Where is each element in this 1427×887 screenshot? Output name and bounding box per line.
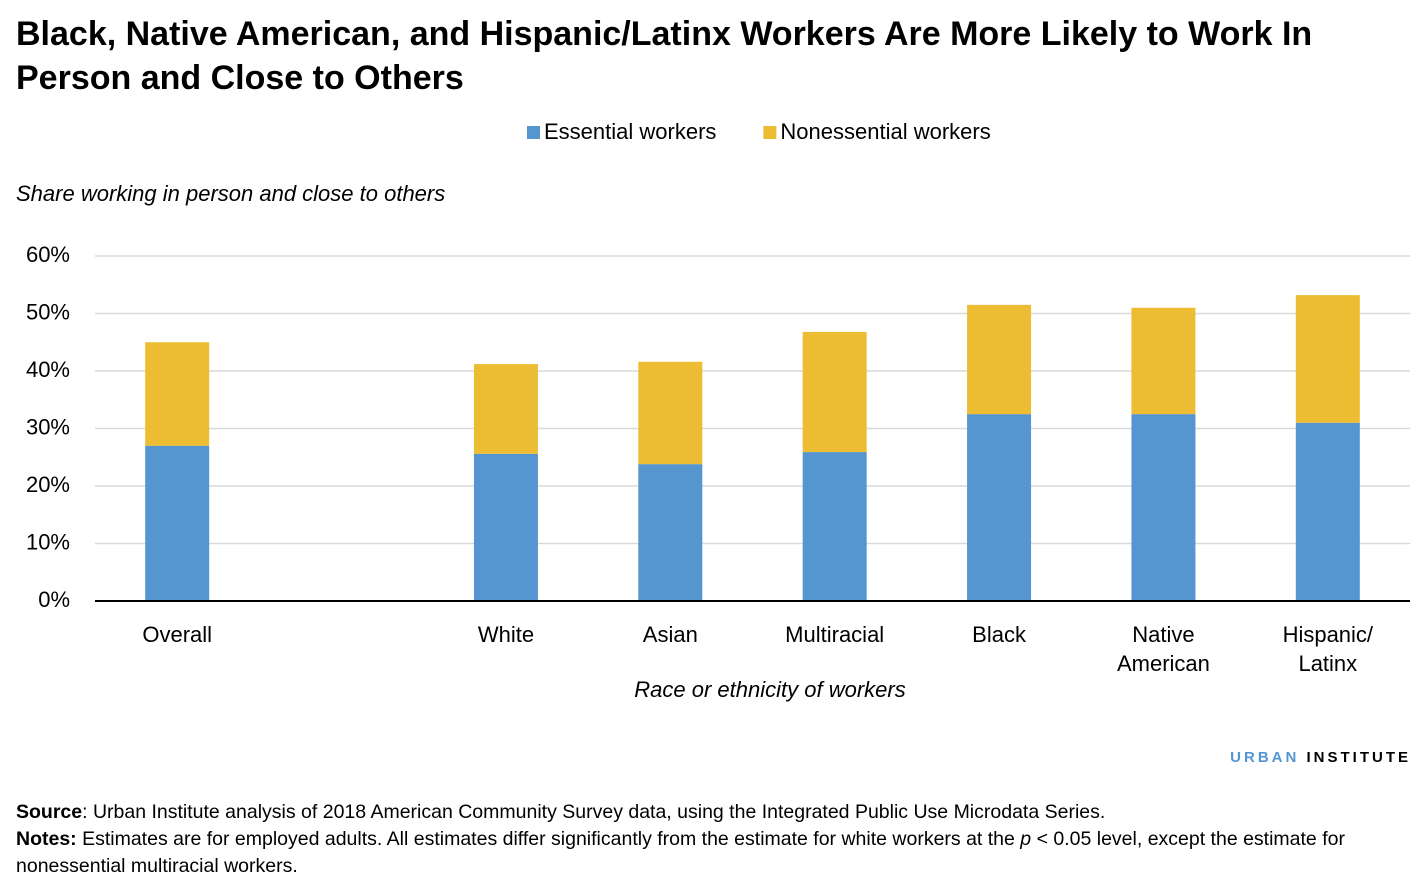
source: Source: Urban Institute analysis of 2018… xyxy=(16,799,1416,826)
notes-label: Notes: xyxy=(16,828,77,850)
notes: Notes: Estimates are for employed adults… xyxy=(16,826,1416,880)
logo-part: INSTITUTE xyxy=(1306,749,1411,766)
x-tick-label: Hispanic/ Latinx xyxy=(1282,622,1374,676)
y-axis-title: Share working in person and close to oth… xyxy=(16,181,445,206)
x-tick-label: Overall xyxy=(142,622,213,647)
legend-label: Essential workers xyxy=(544,119,716,144)
chart-title: Black, Native American, and Hispanic/Lat… xyxy=(16,15,1313,97)
legend-swatch xyxy=(527,126,540,139)
x-tick-label: Black xyxy=(972,622,1026,647)
legend-label: Nonessential workers xyxy=(780,119,990,144)
y-tick-label: 20% xyxy=(26,472,70,497)
y-tick-label: 30% xyxy=(26,414,70,439)
y-tick-label: 0% xyxy=(38,587,70,612)
bar-segment xyxy=(967,304,1032,415)
bar-segment xyxy=(145,445,210,601)
bar-segment xyxy=(473,453,538,601)
bar-segment xyxy=(638,464,703,601)
y-tick-label: 60% xyxy=(26,242,70,267)
bar-segment xyxy=(802,331,867,453)
logo-part: URBAN xyxy=(1230,749,1300,766)
bar-segment xyxy=(638,361,703,465)
x-tick-label: Native American xyxy=(1116,622,1210,676)
notes-text: Estimates are for employed adults. All e… xyxy=(76,828,1021,850)
bar-segment xyxy=(1295,422,1360,601)
bar-segment xyxy=(473,364,538,454)
logo: URBAN INSTITUTE xyxy=(1230,749,1411,766)
bar-segment xyxy=(967,414,1032,601)
notes-text: < 0.05 level, except the estimate for no… xyxy=(16,828,1345,877)
x-axis-title: Race or ethnicity of workers xyxy=(634,677,905,702)
x-tick-label: White xyxy=(477,622,535,647)
bar-segment xyxy=(1131,414,1196,601)
source-label: Source xyxy=(16,801,83,823)
footer: Source: Urban Institute analysis of 2018… xyxy=(16,799,1416,880)
notes-italic: p xyxy=(1020,828,1032,850)
y-tick-label: 50% xyxy=(26,299,70,324)
y-tick-label: 10% xyxy=(26,529,70,554)
x-tick-label: Asian xyxy=(642,622,698,647)
bar-segment xyxy=(1295,295,1360,423)
source-text: : Urban Institute analysis of 2018 Ameri… xyxy=(82,801,1106,823)
x-tick-label: Multiracial xyxy=(785,622,885,647)
y-tick-label: 40% xyxy=(26,357,70,382)
legend-swatch xyxy=(763,126,777,139)
bar-segment xyxy=(145,342,210,446)
bar-segment xyxy=(1131,307,1196,415)
bar-segment xyxy=(802,452,867,601)
